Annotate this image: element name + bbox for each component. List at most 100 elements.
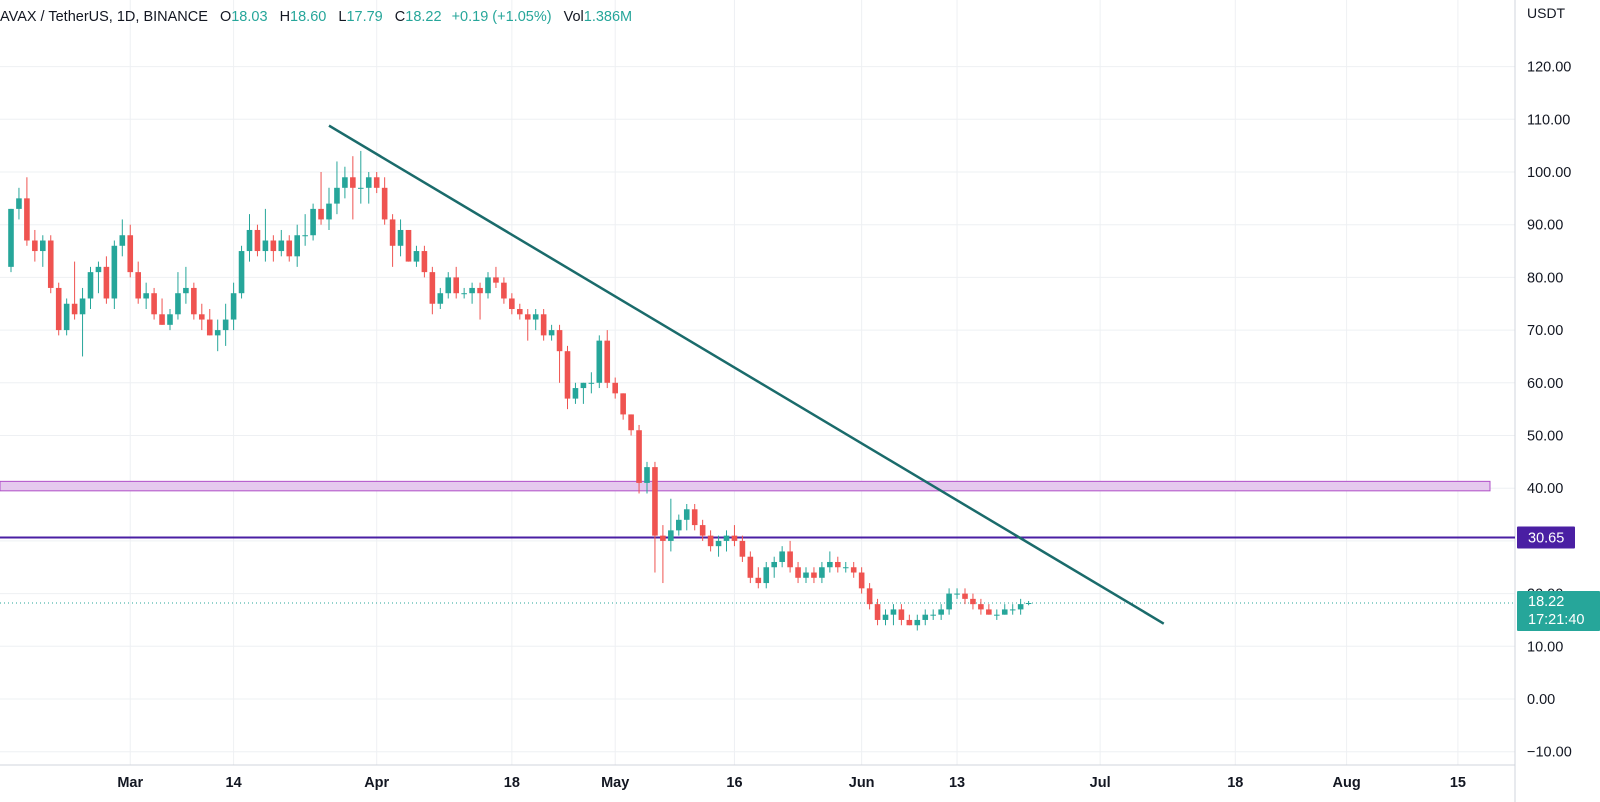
candle-body[interactable] (397, 229, 404, 246)
candle-body[interactable] (127, 235, 134, 273)
candle-body[interactable] (111, 245, 118, 299)
candle-body[interactable] (771, 561, 777, 568)
candle-body[interactable] (254, 229, 261, 252)
candle-body[interactable] (135, 272, 141, 299)
candle-body[interactable] (437, 293, 444, 304)
candle-body[interactable] (652, 467, 658, 536)
candle-body[interactable] (994, 614, 1000, 616)
candle-body[interactable] (55, 287, 62, 331)
candle-body[interactable] (604, 340, 611, 383)
candle-body[interactable] (668, 530, 674, 541)
candle-body[interactable] (819, 567, 825, 578)
candle-body[interactable] (898, 609, 905, 620)
candle-body[interactable] (874, 604, 881, 620)
candle-body[interactable] (119, 235, 126, 246)
candle-body[interactable] (676, 519, 682, 531)
candle-body[interactable] (596, 340, 603, 383)
candle-body[interactable] (16, 198, 22, 209)
candle-body[interactable] (262, 240, 269, 252)
candle-body[interactable] (445, 277, 452, 294)
candle-body[interactable] (954, 593, 960, 595)
candle-body[interactable] (485, 277, 491, 294)
candle-body[interactable] (755, 577, 762, 584)
candle-body[interactable] (803, 572, 809, 578)
trendline[interactable] (328, 124, 1165, 625)
candle-body[interactable] (230, 293, 237, 320)
candle-body[interactable] (731, 535, 738, 541)
candle-body[interactable] (373, 177, 380, 188)
candle-body[interactable] (540, 314, 547, 336)
candle-body[interactable] (302, 235, 308, 237)
candle-body[interactable] (548, 330, 555, 336)
candle-body[interactable] (938, 609, 944, 615)
candle-body[interactable] (71, 303, 78, 315)
candle-body[interactable] (24, 198, 30, 241)
candle-body[interactable] (691, 509, 698, 526)
candle-body[interactable] (763, 567, 770, 584)
candle-body[interactable] (1025, 602, 1032, 604)
candle-body[interactable] (882, 614, 889, 620)
candle-body[interactable] (143, 293, 149, 299)
candle-body[interactable] (715, 540, 722, 547)
candle-body[interactable] (517, 309, 523, 315)
candle-body[interactable] (556, 330, 563, 352)
candle-body[interactable] (294, 235, 300, 257)
candle-body[interactable] (286, 240, 293, 257)
candle-body[interactable] (103, 266, 110, 299)
candle-body[interactable] (493, 277, 499, 283)
candle-body[interactable] (175, 293, 181, 315)
candle-body[interactable] (850, 567, 857, 573)
candle-body[interactable] (795, 567, 801, 578)
candle-body[interactable] (946, 593, 952, 610)
candle-body[interactable] (334, 187, 340, 204)
candle-body[interactable] (1017, 604, 1024, 610)
candle-body[interactable] (827, 561, 833, 568)
candle-body[interactable] (644, 467, 650, 483)
candle-body[interactable] (413, 251, 420, 262)
candle-body[interactable] (628, 414, 634, 431)
candle-body[interactable] (191, 287, 197, 315)
candle-body[interactable] (429, 272, 436, 304)
candle-body[interactable] (835, 561, 841, 568)
candle-body[interactable] (389, 219, 396, 246)
candle-body[interactable] (8, 208, 14, 267)
candle-body[interactable] (151, 293, 157, 315)
candle-body[interactable] (914, 619, 921, 626)
candle-body[interactable] (564, 351, 571, 399)
candle-body[interactable] (906, 619, 913, 626)
candle-body[interactable] (970, 598, 976, 605)
candle-body[interactable] (532, 314, 539, 320)
candle-body[interactable] (350, 177, 356, 188)
candle-body[interactable] (707, 535, 714, 547)
candle-body[interactable] (477, 287, 483, 294)
candle-body[interactable] (636, 430, 642, 483)
candle-body[interactable] (524, 314, 531, 320)
candle-body[interactable] (747, 556, 754, 578)
candle-body[interactable] (469, 287, 475, 294)
candle-body[interactable] (986, 609, 992, 615)
candle-body[interactable] (381, 187, 388, 220)
candle-body[interactable] (342, 177, 348, 188)
candle-body[interactable] (246, 229, 253, 252)
candle-body[interactable] (699, 525, 706, 536)
candle-body[interactable] (421, 251, 428, 273)
candle-body[interactable] (63, 303, 70, 331)
candle-body[interactable] (1009, 609, 1016, 611)
candle-body[interactable] (588, 382, 595, 384)
candle-body[interactable] (1001, 609, 1008, 615)
candle-body[interactable] (222, 319, 229, 331)
candle-body[interactable] (405, 229, 412, 262)
candle-body[interactable] (32, 240, 38, 252)
candle-body[interactable] (620, 393, 626, 415)
candle-body[interactable] (453, 277, 459, 294)
candle-body[interactable] (270, 240, 277, 252)
candle-body[interactable] (858, 572, 865, 589)
candle-body[interactable] (40, 240, 46, 252)
candle-body[interactable] (930, 614, 936, 616)
candle-body[interactable] (183, 287, 189, 294)
candle-body[interactable] (79, 298, 86, 315)
candle-body[interactable] (572, 388, 579, 399)
candle-body[interactable] (501, 282, 507, 299)
candle-body[interactable] (87, 272, 94, 299)
